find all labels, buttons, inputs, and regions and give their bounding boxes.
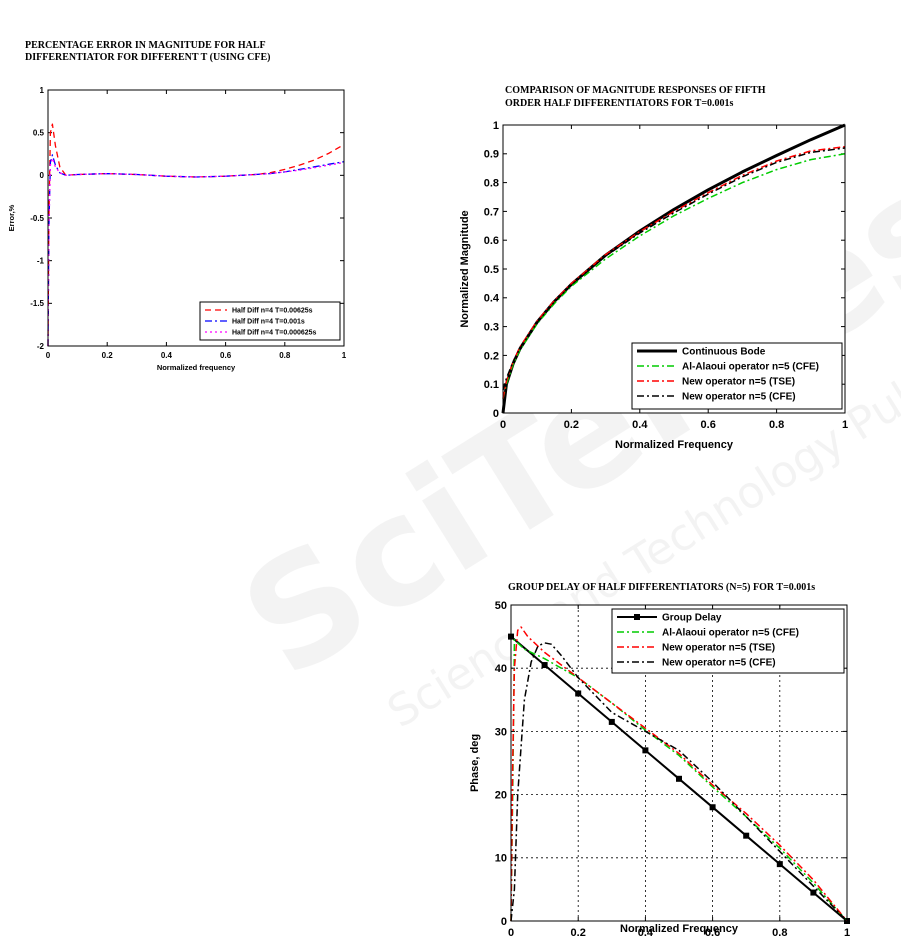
chart0-series-line-2	[47, 157, 345, 347]
chart1-y-tick-label: 0.1	[484, 379, 499, 391]
chart0-x-tick-label: 0.8	[279, 351, 291, 360]
chart1-y-tick-label: 0.5	[484, 264, 499, 276]
chart2-y-tick-label: 50	[495, 600, 507, 612]
chart0-y-tick-label: -1	[37, 256, 45, 265]
chart1-legend-label-0: Continuous Bode	[682, 347, 766, 358]
chart1-y-tick-label: 0	[493, 408, 499, 420]
chart2-series-marker-0	[676, 775, 682, 782]
chart1-title-line: COMPARISON OF MAGNITUDE RESPONSES OF FIF…	[505, 85, 766, 96]
chart1-series-line-3	[502, 147, 846, 391]
chart1-y-tick-label: 0.8	[484, 177, 499, 189]
group-delay-chart: GROUP DELAY OF HALF DIFFERENTIATORS (N=5…	[469, 582, 850, 937]
chart2-legend-label-0: Group Delay	[662, 613, 722, 624]
chart1-x-tick-label: 0.4	[632, 419, 648, 431]
chart0-y-tick-label: -0.5	[30, 214, 44, 223]
chart1-y-tick-label: 0.2	[484, 350, 499, 362]
chart1-y-tick-label: 0.3	[484, 321, 499, 333]
chart2-plot-frame	[510, 604, 848, 922]
chart0-legend-label-2: Half Diff n=4 T=0.000625s	[232, 329, 317, 336]
chart0-x-tick-label: 0.2	[102, 351, 114, 360]
chart1-legend-label-3: New operator n=5 (CFE)	[682, 392, 796, 403]
chart2-x-tick-label: 0.2	[571, 927, 586, 937]
chart1-legend-label-1: Al-Alaoui operator n=5 (CFE)	[682, 362, 819, 373]
chart1-y-tick-label: 0.7	[484, 206, 499, 218]
chart0-x-tick-label: 0.6	[220, 351, 232, 360]
chart2-y-tick-label: 30	[495, 726, 507, 738]
chart2-legend-marker-0	[634, 614, 640, 620]
magnitude-chart: COMPARISON OF MAGNITUDE RESPONSES OF FIF…	[459, 85, 848, 451]
chart1-y-tick-label: 1	[493, 120, 499, 132]
chart1-legend-label-2: New operator n=5 (TSE)	[682, 377, 795, 388]
chart1-y-tick-label: 0.4	[484, 293, 500, 305]
chart1-legend-box	[631, 342, 843, 410]
chart2-series-marker-0	[776, 861, 783, 868]
chart0-y-tick-label: 0	[40, 171, 45, 180]
chart2-x-tick-label: 0.6	[705, 927, 720, 937]
chart2-x-tick-label: 1	[844, 927, 850, 937]
chart1-x-tick-label: 0.6	[701, 419, 716, 431]
chart1-x-tick-label: 0.8	[769, 419, 784, 431]
chart2-x-tick-label: 0.4	[638, 927, 654, 937]
chart1-series-line-2	[502, 145, 846, 399]
chart0-y-tick-label: -1.5	[30, 299, 44, 308]
chart0-title-line: DIFFERENTIATOR FOR DIFFERENT T (USING CF…	[25, 52, 271, 63]
chart2-y-tick-label: 40	[495, 663, 507, 675]
chart2-legend-label-3: New operator n=5 (CFE)	[662, 658, 776, 669]
chart1-plot-frame	[502, 124, 846, 414]
chart1-series-line-1	[502, 153, 846, 399]
chart2-series-marker-0	[709, 804, 716, 811]
chart0-y-tick-label: -2	[37, 342, 45, 351]
chart1-x-tick-label: 1	[842, 419, 848, 431]
chart0-y-tick-label: 0.5	[33, 128, 45, 137]
chart2-y-tick-label: 10	[495, 853, 507, 865]
chart1-y-tick-label: 0.6	[484, 235, 499, 247]
chart2-series-marker-0	[541, 662, 548, 669]
chart0-x-axis-label: Normalized frequency	[157, 363, 236, 372]
chart2-series-marker-0	[575, 690, 582, 697]
chart2-legend-label-1: Al-Alaoui operator n=5 (CFE)	[662, 628, 799, 639]
chart2-x-tick-label: 0.8	[772, 927, 787, 937]
chart1-x-axis-label: Normalized Frequency	[615, 439, 734, 451]
chart2-series-marker-0	[810, 889, 817, 896]
chart2-series-marker-0	[608, 718, 615, 725]
chart1-title-line: ORDER HALF DIFFERENTIATORS FOR T=0.001s	[505, 98, 734, 109]
chart2-x-axis-label: Normalized Frequency	[620, 923, 739, 935]
chart0-x-tick-label: 0.4	[161, 351, 173, 360]
chart1-y-tick-label: 0.9	[484, 149, 499, 161]
chart2-series-line-3	[510, 642, 848, 922]
chart0-title-line: PERCENTAGE ERROR IN MAGNITUDE FOR HALF	[25, 40, 266, 51]
chart0-y-axis-label: Error,%	[7, 204, 16, 231]
chart2-title-line: GROUP DELAY OF HALF DIFFERENTIATORS (N=5…	[508, 582, 815, 593]
chart2-series-marker-0	[743, 832, 750, 839]
chart2-series-marker-0	[642, 747, 649, 754]
chart2-legend-label-2: New operator n=5 (TSE)	[662, 643, 775, 654]
chart0-x-tick-label: 0	[46, 351, 51, 360]
error-chart: PERCENTAGE ERROR IN MAGNITUDE FOR HALFDI…	[7, 40, 347, 372]
chart2-y-tick-label: 20	[495, 789, 507, 801]
chart1-x-tick-label: 0.2	[564, 419, 579, 431]
chart0-plot-frame	[47, 89, 345, 347]
chart0-legend-label-0: Half Diff n=4 T=0.00625s	[232, 307, 313, 314]
chart1-x-tick-label: 0	[500, 419, 506, 431]
chart2-x-tick-label: 0	[508, 927, 514, 937]
chart0-x-tick-label: 1	[342, 351, 347, 360]
chart0-legend-label-1: Half Diff n=4 T=0.001s	[232, 318, 305, 325]
chart2-y-axis-label: Phase, deg	[469, 734, 481, 792]
chart1-y-axis-label: Normalized Magnitude	[459, 210, 471, 327]
chart2-series-line-2	[510, 626, 848, 922]
chart2-y-tick-label: 0	[501, 916, 507, 928]
chart0-y-tick-label: 1	[40, 86, 45, 95]
